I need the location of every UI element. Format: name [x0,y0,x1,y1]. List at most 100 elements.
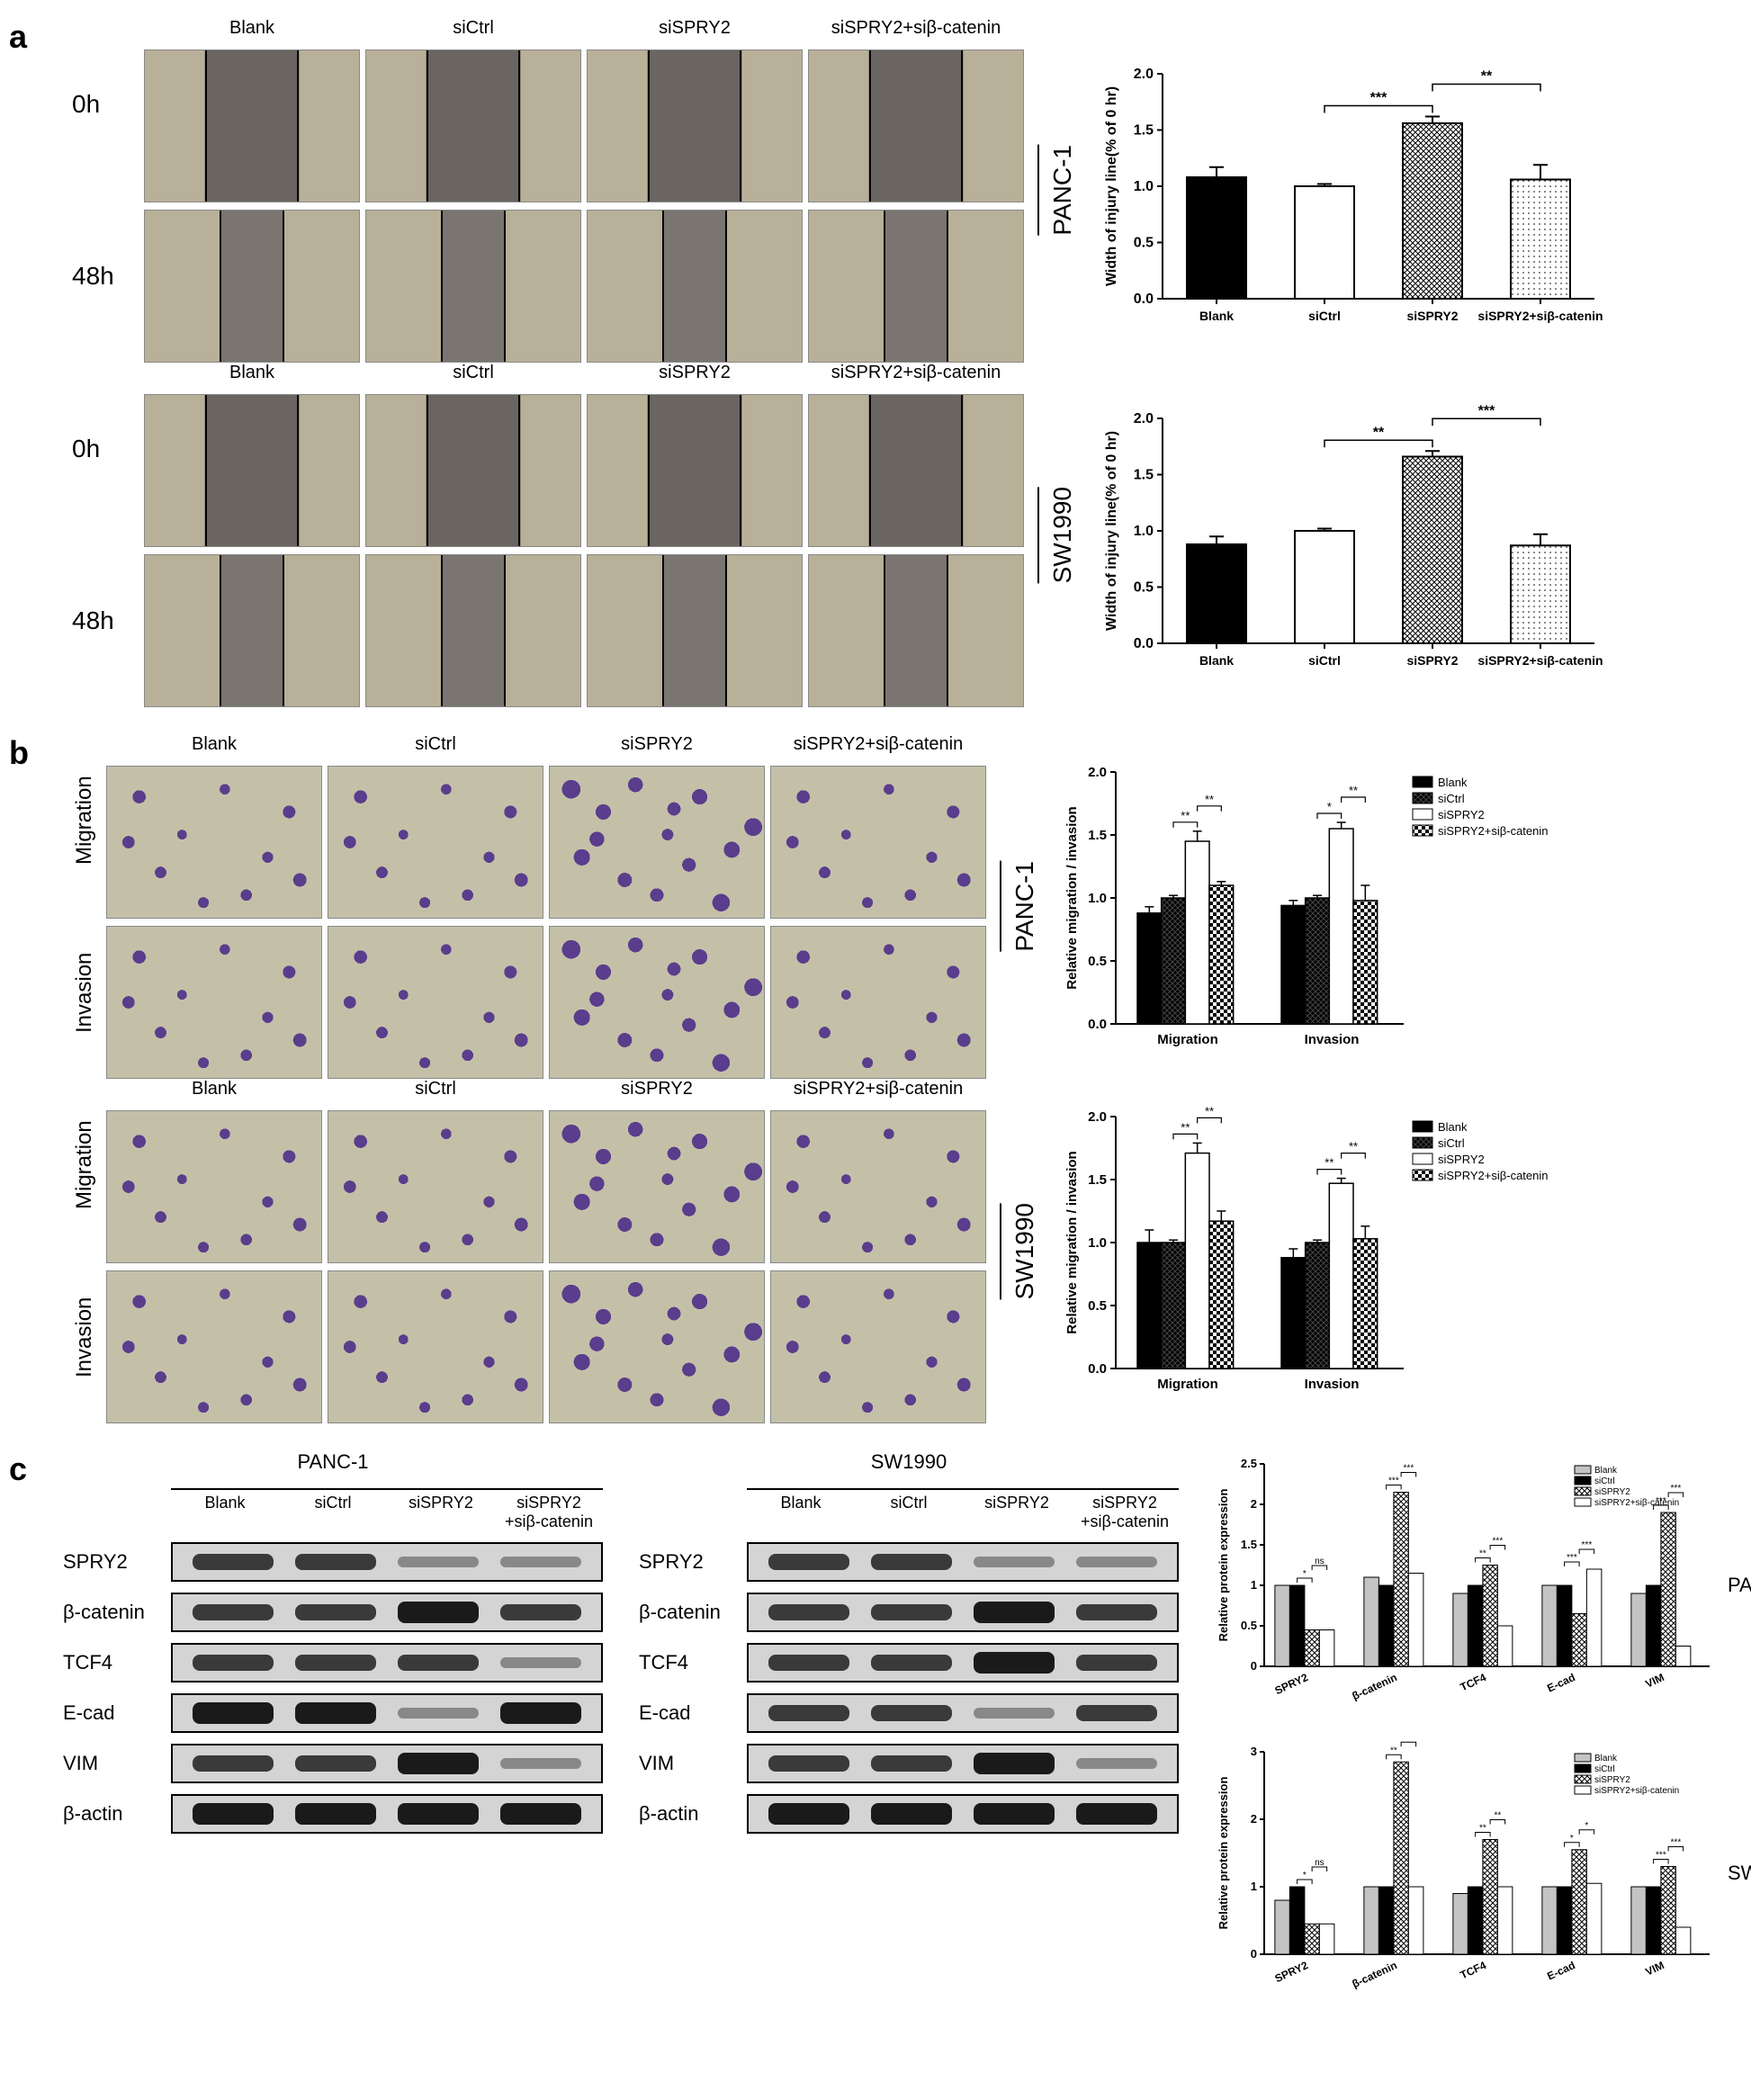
transwell-image [770,926,986,1079]
svg-text:*: * [1327,800,1332,813]
wb-band [768,1755,849,1772]
svg-text:***: *** [1671,1838,1682,1848]
svg-text:VIM: VIM [1644,1959,1666,1979]
wb-band [871,1655,952,1671]
condition-header: siCtrl [328,1079,543,1099]
wound-heal-image [587,49,803,202]
svg-text:1.5: 1.5 [1134,122,1154,138]
wb-lanes [747,1693,1179,1733]
wound-heal-image [365,49,581,202]
protein-bar-chart: 00.511.522.5Relative protein expressionS… [1215,1450,1719,1720]
svg-text:siCtrl: siCtrl [1308,653,1341,668]
panel-label-c: c [9,1450,27,1488]
svg-text:TCF4: TCF4 [1459,1959,1488,1982]
svg-text:Blank: Blank [1594,1466,1618,1476]
svg-text:*: * [1570,1834,1574,1844]
wb-band [871,1604,952,1620]
protein-label: TCF4 [63,1651,162,1674]
transwell-image [770,1270,986,1423]
wound-heal-image [144,210,360,363]
condition-header: siSPRY2+siβ-catenin [808,18,1024,39]
wb-band [1076,1557,1157,1567]
panel-c: c PANC-1BlanksiCtrlsiSPRY2siSPRY2 +siβ-c… [18,1450,1733,2008]
svg-text:0.5: 0.5 [1088,954,1107,969]
svg-text:2.0: 2.0 [1088,1109,1107,1125]
protein-label: SPRY2 [639,1550,738,1574]
svg-text:1: 1 [1251,1578,1257,1592]
cell-line-title: PANC-1 [63,1450,603,1474]
wb-lanes [747,1744,1179,1783]
wb-lanes [747,1643,1179,1683]
svg-text:***: *** [1582,1540,1593,1550]
wound-heal-image [365,394,581,547]
condition-header: siSPRY2+siβ-catenin [770,734,986,755]
wb-lanes [171,1542,603,1582]
svg-text:0.0: 0.0 [1134,292,1154,307]
protein-label: β-catenin [63,1601,162,1624]
svg-text:Invasion: Invasion [1305,1032,1360,1047]
cell-line-title: SW1990 [639,1450,1179,1474]
cell-line-label: SW1990 [1037,487,1086,583]
wb-band [398,1655,479,1671]
svg-text:0.0: 0.0 [1088,1361,1107,1377]
cell-line-label: PANC-1 [1728,1574,1751,1597]
svg-text:*: * [1585,1821,1588,1831]
wb-lanes [171,1593,603,1632]
svg-text:2.0: 2.0 [1134,67,1154,82]
protein-label: VIM [63,1752,162,1775]
svg-text:siSPRY2+siβ-catenin: siSPRY2+siβ-catenin [1594,1786,1679,1796]
svg-text:1.5: 1.5 [1088,828,1107,843]
wb-band [974,1708,1055,1719]
condition-header: Blank [106,734,322,755]
svg-text:***: *** [1478,403,1495,418]
wound-heal-image [365,210,581,363]
condition-header: Blank [106,1079,322,1099]
wb-band [1076,1758,1157,1769]
svg-text:1.0: 1.0 [1134,524,1154,539]
condition-header: siSPRY2 [587,363,803,383]
svg-text:***: *** [1388,1476,1399,1486]
wb-band [974,1753,1055,1774]
svg-text:Relative protein expression: Relative protein expression [1217,1777,1230,1930]
timepoint-label: 0h [72,90,135,119]
svg-text:siCtrl: siCtrl [1438,792,1465,805]
svg-text:Migration: Migration [1157,1377,1218,1392]
wb-condition-header: siCtrl [279,1494,387,1531]
transwell-bar-chart: 0.00.51.01.52.0Relative migration / inva… [1062,1099,1566,1404]
wound-heal-image [144,394,360,547]
wound-heal-image [808,210,1024,363]
svg-text:1.5: 1.5 [1088,1172,1107,1188]
condition-header: siSPRY2 [549,734,765,755]
svg-text:***: *** [1671,1484,1682,1494]
wound-heal-image [144,49,360,202]
transwell-image [328,1110,543,1263]
svg-text:**: ** [1373,425,1385,440]
svg-text:β-catenin: β-catenin [1351,1671,1399,1702]
svg-text:siCtrl: siCtrl [1594,1476,1615,1486]
wb-condition-header: siCtrl [855,1494,963,1531]
wb-band [193,1554,274,1570]
svg-text:siSPRY2: siSPRY2 [1594,1487,1630,1497]
wound-heal-image [365,554,581,707]
svg-text:2: 2 [1251,1812,1257,1826]
wb-lanes [747,1593,1179,1632]
svg-text:0.5: 0.5 [1134,235,1154,250]
svg-text:siSPRY2+siβ-catenin: siSPRY2+siβ-catenin [1594,1498,1679,1508]
svg-text:**: ** [1349,784,1358,797]
wound-heal-image [587,554,803,707]
wound-bar-chart: 0.00.51.01.52.0Width of injury line(% of… [1100,382,1603,688]
svg-text:0.5: 0.5 [1088,1298,1107,1314]
wound-bar-chart: 0.00.51.01.52.0Width of injury line(% of… [1100,38,1603,344]
transwell-image [549,766,765,919]
transwell-image [770,766,986,919]
wb-band [768,1604,849,1620]
svg-text:1.0: 1.0 [1134,179,1154,194]
protein-label: β-actin [63,1802,162,1826]
transwell-image [328,1270,543,1423]
assay-label: Invasion [72,916,97,1069]
svg-text:siSPRY2: siSPRY2 [1438,808,1485,821]
wb-band [974,1557,1055,1567]
wb-band [768,1705,849,1721]
wb-band [974,1803,1055,1825]
wb-lanes [171,1744,603,1783]
